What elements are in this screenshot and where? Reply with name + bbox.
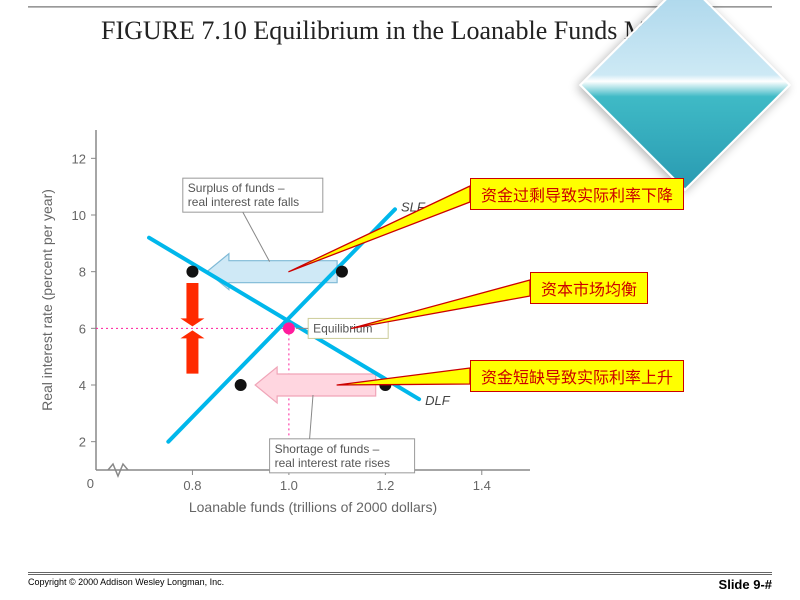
chart-svg: 0 2 4 6 8 10 12 0.8 1.0 1.2 1.4 Loanable funds (tri…: [30, 110, 570, 530]
svg-text:6: 6: [79, 321, 86, 336]
copyright-text: Copyright © 2000 Addison Wesley Longman,…: [28, 577, 224, 592]
svg-text:2: 2: [79, 435, 86, 450]
svg-text:1.2: 1.2: [376, 478, 394, 493]
svg-text:Real interest rate (percent pe: Real interest rate (percent per year): [39, 189, 55, 411]
svg-text:8: 8: [79, 265, 86, 280]
svg-text:1.4: 1.4: [473, 478, 491, 493]
svg-text:Surplus of funds –: Surplus of funds –: [188, 181, 285, 195]
callout-shortage: 资金短缺导致实际利率上升: [470, 360, 684, 392]
callout-equilibrium: 资本市场均衡: [530, 272, 648, 304]
footer: Copyright © 2000 Addison Wesley Longman,…: [28, 572, 772, 592]
svg-text:real interest rate rises: real interest rate rises: [275, 456, 390, 470]
svg-text:Shortage of funds –: Shortage of funds –: [275, 442, 380, 456]
svg-text:Loanable funds (trillions of 2: Loanable funds (trillions of 2000 dollar…: [189, 499, 437, 515]
svg-text:SLF: SLF: [401, 199, 426, 214]
svg-text:4: 4: [79, 378, 86, 393]
svg-text:1.0: 1.0: [280, 478, 298, 493]
callout-surplus: 资金过剩导致实际利率下降: [470, 178, 684, 210]
slide-number: Slide 9-#: [719, 577, 772, 592]
svg-text:10: 10: [72, 208, 86, 223]
loanable-funds-chart: 0 2 4 6 8 10 12 0.8 1.0 1.2 1.4 Loanable funds (tri…: [30, 110, 570, 530]
svg-text:0.8: 0.8: [183, 478, 201, 493]
svg-text:12: 12: [72, 151, 86, 166]
svg-text:Equilibrium: Equilibrium: [313, 321, 372, 335]
svg-text:0: 0: [87, 476, 94, 491]
svg-text:real interest rate falls: real interest rate falls: [188, 195, 299, 209]
svg-text:DLF: DLF: [425, 393, 451, 408]
